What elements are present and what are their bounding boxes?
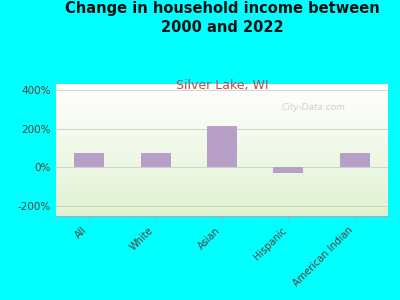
Bar [340, 153, 370, 167]
Bar [274, 167, 303, 173]
Bar [141, 153, 170, 167]
Text: Silver Lake, WI: Silver Lake, WI [176, 80, 268, 92]
Bar [207, 126, 237, 167]
Bar [74, 153, 104, 167]
Text: Change in household income between
2000 and 2022: Change in household income between 2000 … [65, 2, 379, 35]
Text: City-Data.com: City-Data.com [282, 103, 346, 112]
